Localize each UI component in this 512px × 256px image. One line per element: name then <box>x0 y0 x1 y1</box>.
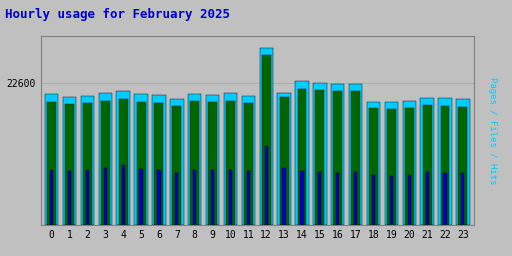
Bar <box>408 175 411 225</box>
Bar <box>175 174 179 225</box>
Bar <box>301 171 304 225</box>
Bar <box>260 48 273 225</box>
Bar <box>461 174 464 225</box>
Bar <box>81 97 94 225</box>
Bar <box>226 101 235 225</box>
Bar <box>283 168 286 225</box>
Bar <box>420 98 434 225</box>
Bar <box>193 170 196 225</box>
Bar <box>50 170 53 225</box>
Bar <box>83 103 92 225</box>
Bar <box>315 90 324 225</box>
Bar <box>351 91 360 225</box>
Bar <box>104 168 107 225</box>
Bar <box>68 171 71 225</box>
Bar <box>333 91 342 225</box>
Bar <box>170 99 183 225</box>
Bar <box>313 83 327 225</box>
Bar <box>137 102 145 225</box>
Bar <box>372 175 375 225</box>
Bar <box>422 105 432 225</box>
Bar <box>458 106 467 225</box>
Bar <box>390 176 393 225</box>
Bar <box>405 109 414 225</box>
Bar <box>101 101 110 225</box>
Bar <box>63 97 76 225</box>
Bar <box>208 102 217 225</box>
Text: Pages / Files / Hits: Pages / Files / Hits <box>488 77 497 184</box>
Bar <box>190 101 199 225</box>
Bar <box>117 91 130 225</box>
Bar <box>155 103 163 225</box>
Bar <box>224 93 237 225</box>
Bar <box>47 102 56 225</box>
Bar <box>45 94 58 225</box>
Bar <box>247 171 250 225</box>
Bar <box>206 94 219 225</box>
Bar <box>349 84 362 225</box>
Bar <box>385 102 398 225</box>
Bar <box>121 165 125 225</box>
Bar <box>438 98 452 225</box>
Bar <box>440 106 450 225</box>
Bar <box>157 170 161 225</box>
Bar <box>297 89 307 225</box>
Bar <box>139 169 143 225</box>
Bar <box>425 172 429 225</box>
Bar <box>265 146 268 225</box>
Bar <box>295 81 309 225</box>
Bar <box>367 102 380 225</box>
Bar <box>262 55 271 225</box>
Bar <box>242 96 255 225</box>
Bar <box>134 94 148 225</box>
Bar <box>402 101 416 225</box>
Bar <box>152 95 166 225</box>
Bar <box>244 103 253 225</box>
Bar <box>229 170 232 225</box>
Bar <box>65 104 74 225</box>
Bar <box>278 93 291 225</box>
Bar <box>443 173 446 225</box>
Bar <box>188 94 201 225</box>
Bar <box>211 170 214 225</box>
Bar <box>387 109 396 225</box>
Bar <box>331 84 345 225</box>
Bar <box>336 173 339 225</box>
Bar <box>456 99 470 225</box>
Text: Hourly usage for February 2025: Hourly usage for February 2025 <box>5 8 230 21</box>
Bar <box>86 170 89 225</box>
Bar <box>99 93 112 225</box>
Bar <box>369 108 378 225</box>
Bar <box>173 106 181 225</box>
Bar <box>280 97 289 225</box>
Bar <box>119 99 127 225</box>
Bar <box>354 172 357 225</box>
Bar <box>318 172 322 225</box>
